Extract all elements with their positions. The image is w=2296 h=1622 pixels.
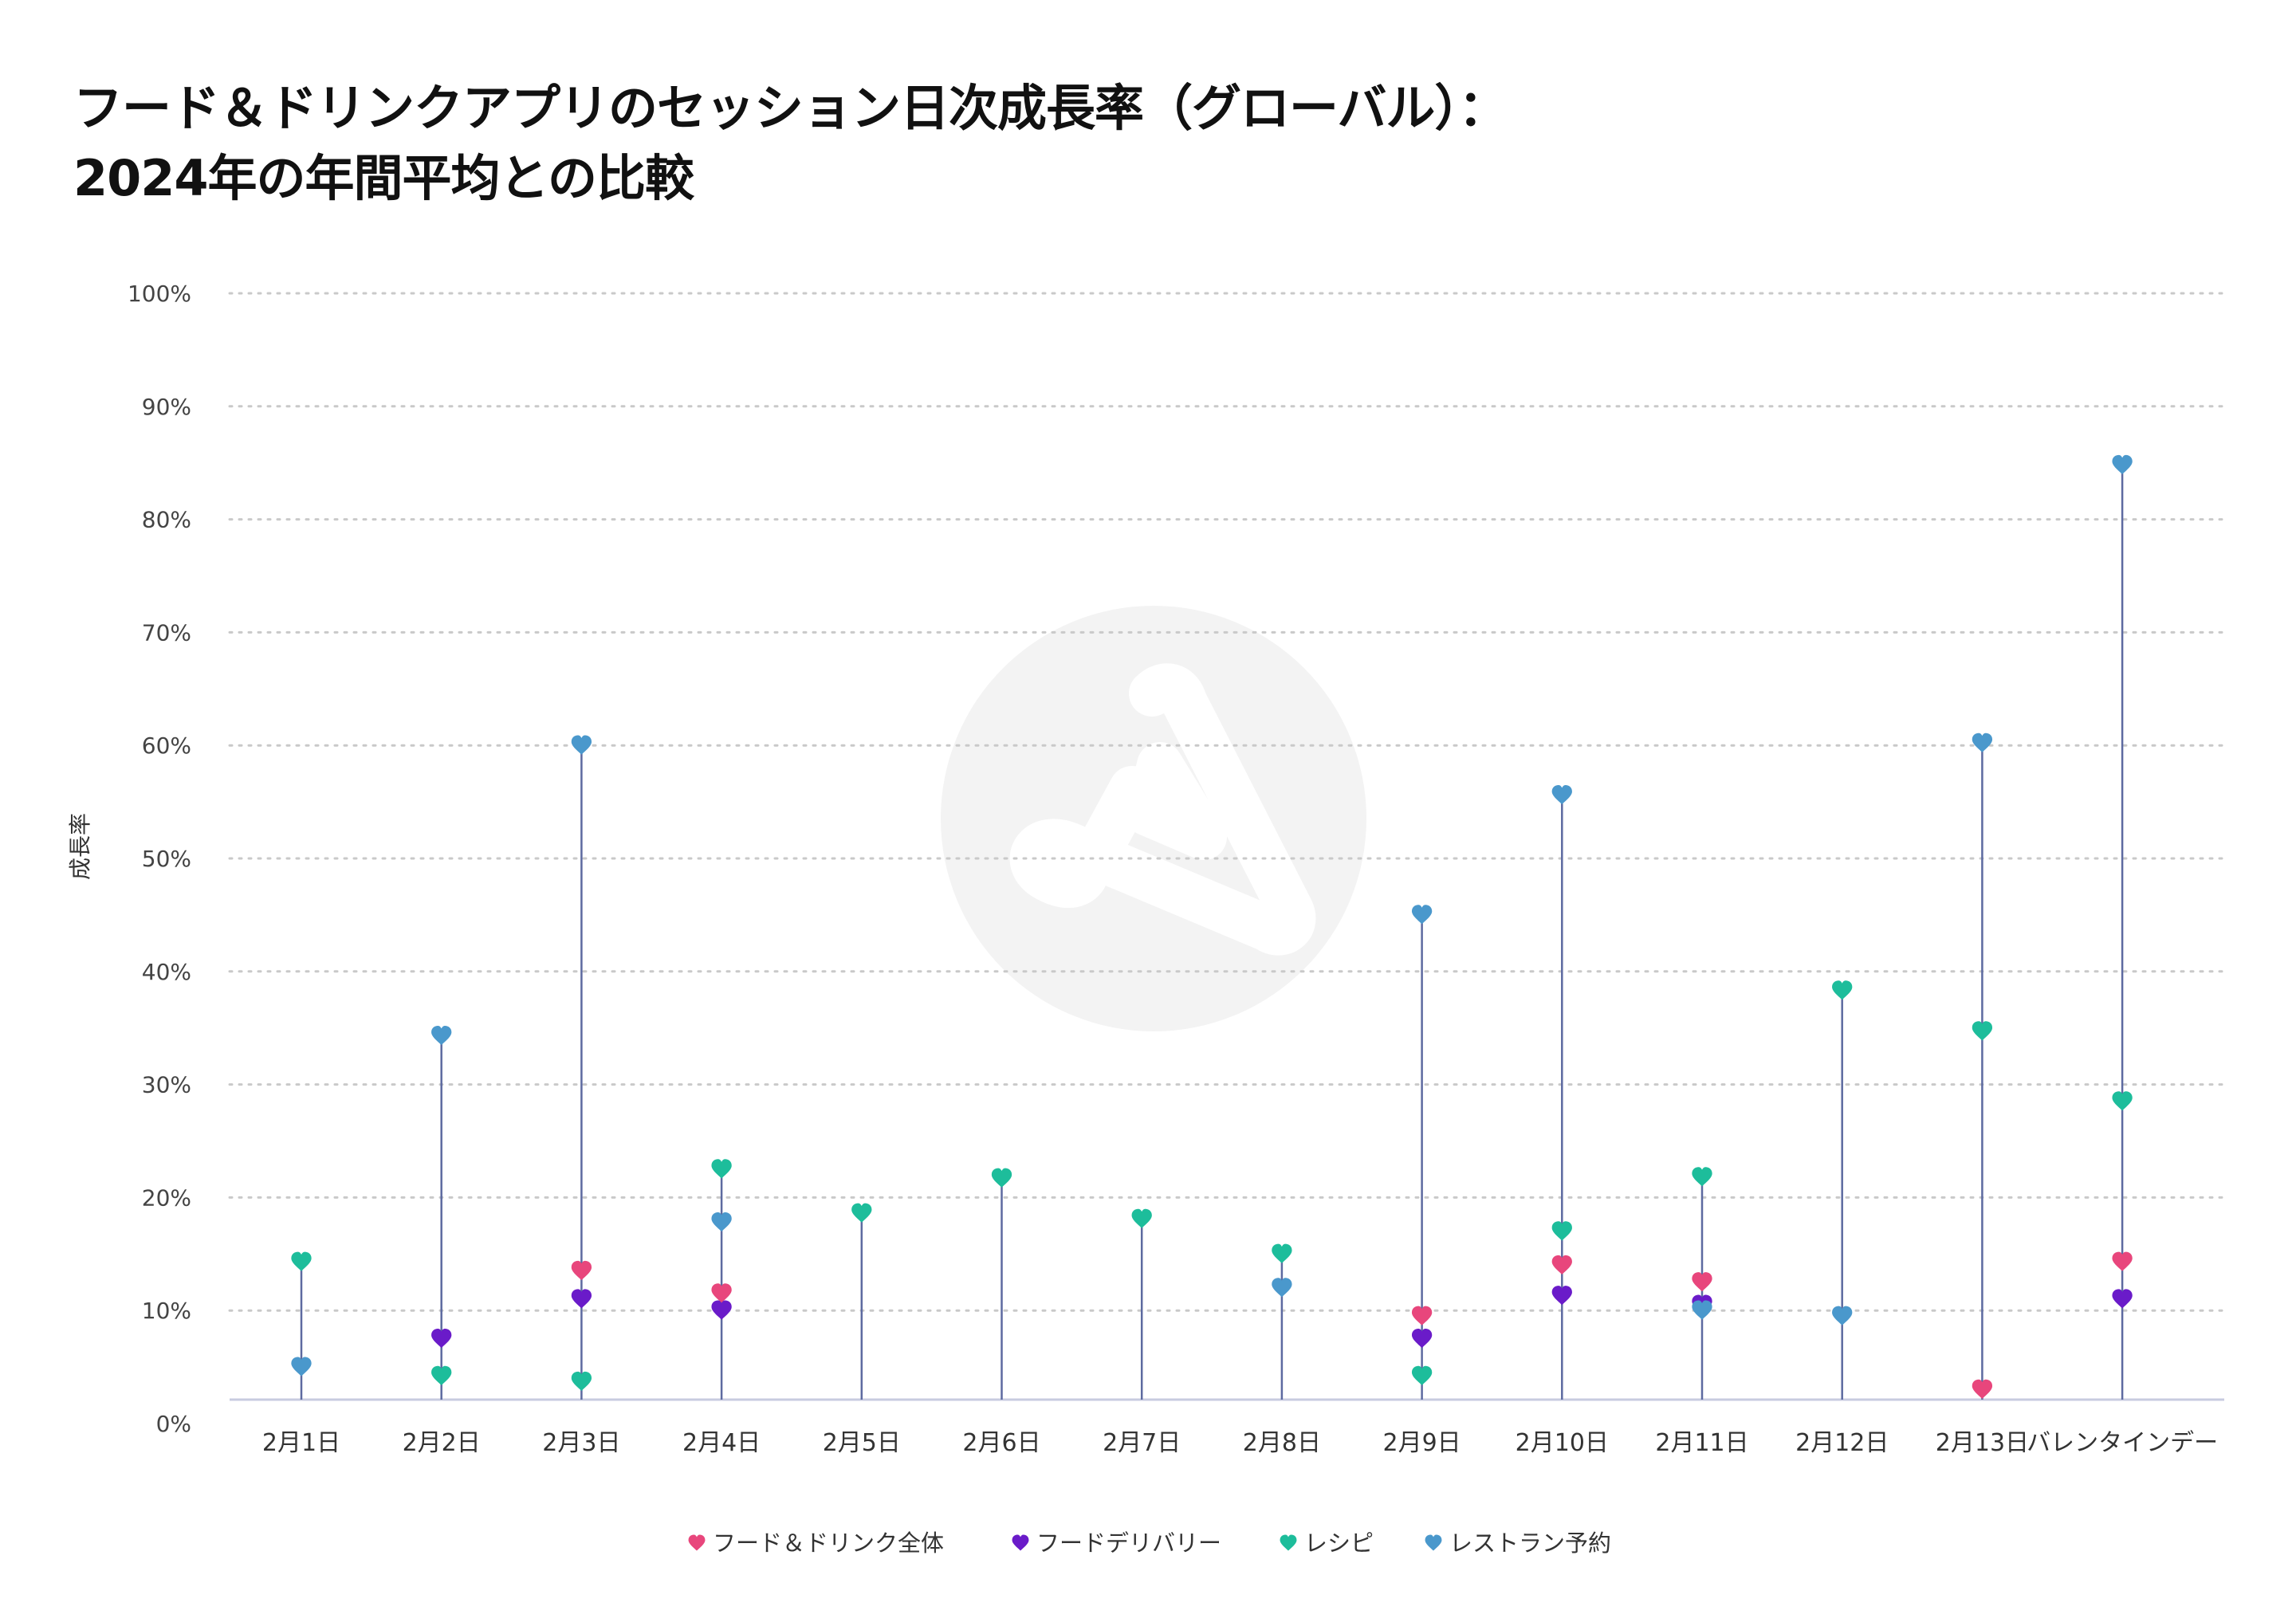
chart-title: フード＆ドリンクアプリのセッション日次成長率（グローバル）： 2024年の年間平…: [73, 73, 1987, 214]
data-point-marker: [1551, 1221, 1572, 1241]
legend-marker-icon: [1425, 1534, 1442, 1551]
data-point-marker: [1832, 1306, 1853, 1325]
data-point-marker: [1692, 1300, 1712, 1320]
x-category-label: 2月3日: [542, 1429, 620, 1457]
data-point-marker: [2112, 454, 2133, 475]
y-tick-label: 60%: [142, 732, 191, 759]
y-tick-label: 20%: [142, 1184, 191, 1211]
data-point-marker: [1692, 1272, 1712, 1292]
data-point-marker: [1411, 1329, 1433, 1349]
data-point-marker: [1411, 1306, 1433, 1325]
legend-marker-icon: [688, 1534, 706, 1551]
data-point-marker: [571, 1371, 592, 1392]
legend-item: フードデリバリー: [1012, 1530, 1221, 1557]
data-point-marker: [1411, 905, 1433, 925]
x-category-label: 2月2日: [403, 1429, 481, 1457]
data-point-marker: [1551, 1255, 1572, 1274]
x-category-label: 2月7日: [1103, 1429, 1181, 1457]
x-category-label: 2月1日: [262, 1429, 340, 1457]
data-markers: [291, 454, 2133, 1399]
y-tick-label: 80%: [142, 507, 191, 533]
data-point-marker: [571, 1260, 592, 1281]
legend-label: フードデリバリー: [1036, 1530, 1221, 1557]
legend-item: レシピ: [1280, 1530, 1374, 1557]
y-tick-label: 50%: [142, 846, 191, 872]
data-point-marker: [571, 735, 592, 755]
data-point-marker: [431, 1025, 452, 1046]
legend-marker-icon: [1280, 1534, 1297, 1551]
data-point-marker: [291, 1357, 312, 1377]
data-point-marker: [1551, 1286, 1572, 1306]
data-point-marker: [571, 1289, 592, 1309]
data-point-marker: [1692, 1167, 1712, 1187]
x-category-label: バレンタインデー: [2027, 1429, 2218, 1457]
x-category-label: 2月8日: [1243, 1429, 1321, 1457]
data-point-marker: [711, 1159, 732, 1179]
data-point-marker: [1972, 1021, 1993, 1041]
data-point-marker: [291, 1251, 312, 1271]
data-point-marker: [2112, 1251, 2133, 1271]
data-point-marker: [1972, 1379, 1993, 1399]
x-category-label: 2月10日: [1516, 1429, 1609, 1457]
x-category-label: 2月11日: [1655, 1429, 1748, 1457]
data-point-marker: [711, 1212, 732, 1232]
x-category-label: 2月6日: [962, 1429, 1040, 1457]
data-point-marker: [1272, 1278, 1292, 1298]
y-tick-label: 30%: [142, 1072, 191, 1098]
data-point-marker: [1272, 1243, 1292, 1263]
data-point-marker: [431, 1329, 452, 1349]
legend-label: レストラン予約: [1449, 1530, 1611, 1557]
y-tick-label: 10%: [142, 1298, 191, 1324]
y-axis: 0% 10% 20% 30% 40% 50% 60% 70% 80% 90% 100%: [128, 281, 191, 1437]
y-tick-label: 70%: [142, 619, 191, 646]
legend: フード＆ドリンク全体 フードデリバリー レシピ レストラン予約: [688, 1530, 1611, 1557]
y-tick-label: 90%: [142, 394, 191, 420]
x-category-label: 2月4日: [682, 1429, 761, 1457]
data-point-marker: [431, 1365, 452, 1385]
y-tick-label: 40%: [142, 959, 191, 985]
data-point-marker: [1131, 1208, 1152, 1228]
x-category-label: 2月12日: [1795, 1429, 1889, 1457]
data-point-marker: [1972, 732, 1993, 752]
data-point-marker: [851, 1203, 872, 1223]
data-point-marker: [711, 1300, 732, 1320]
data-point-marker: [2112, 1289, 2133, 1309]
app-logo-icon: [941, 606, 1366, 1031]
data-point-marker: [1551, 784, 1572, 805]
x-category-label: 2月13日: [1936, 1429, 2029, 1457]
y-tick-label: 100%: [128, 281, 191, 307]
legend-marker-icon: [1012, 1534, 1029, 1551]
legend-item: フード＆ドリンク全体: [688, 1530, 944, 1557]
x-category-label: 2月5日: [823, 1429, 901, 1457]
x-axis-categories: 2月1日 2月2日 2月3日 2月4日 2月5日 2月6日 2月7日 2月8日 2月9日 2月10…: [262, 1429, 2218, 1457]
data-point-marker: [2112, 1091, 2133, 1111]
gridlines: [228, 292, 2226, 1312]
legend-item: レストラン予約: [1425, 1530, 1611, 1557]
chart-subtitle: 2024年の年間平均との比較: [73, 149, 694, 207]
chart-title-line1: フード＆ドリンクアプリのセッション日次成長率（グローバル）：: [73, 79, 1508, 137]
y-tick-label: 0%: [156, 1411, 191, 1437]
x-category-label: 2月9日: [1383, 1429, 1461, 1457]
legend-label: フード＆ドリンク全体: [713, 1530, 944, 1557]
data-point-marker: [1832, 980, 1853, 1000]
legend-label: レシピ: [1304, 1530, 1374, 1557]
data-point-marker: [711, 1283, 732, 1303]
y-axis-label: 成長率: [67, 813, 93, 880]
data-point-marker: [991, 1168, 1012, 1188]
data-point-marker: [1411, 1365, 1433, 1385]
